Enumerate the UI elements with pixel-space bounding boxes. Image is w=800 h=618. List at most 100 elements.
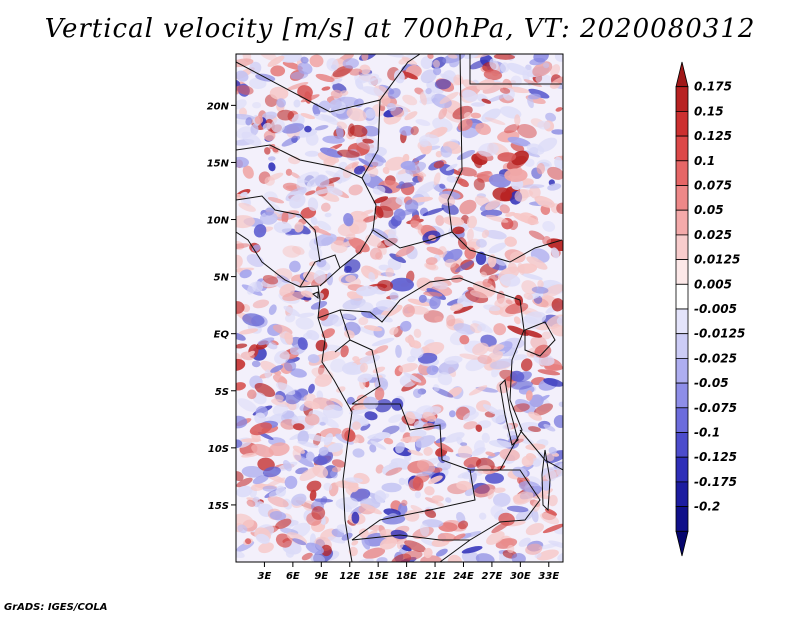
- field-cell: [331, 459, 346, 468]
- field-cell: [534, 195, 555, 208]
- field-cell: [462, 89, 478, 102]
- field-cell: [269, 86, 289, 100]
- field-cell: [321, 86, 331, 91]
- colorbar-swatch: [675, 432, 689, 458]
- field-cell: [437, 126, 446, 137]
- lake-victoria: [524, 321, 556, 357]
- field-cell: [525, 390, 533, 401]
- field-cell: [279, 54, 303, 63]
- field-cell: [365, 349, 379, 356]
- field-cell: [550, 323, 563, 337]
- field-cell: [351, 540, 359, 546]
- field-cell: [444, 355, 463, 365]
- field-cell: [493, 323, 507, 336]
- field-cell: [372, 185, 386, 195]
- field-cell: [349, 68, 363, 76]
- colorbar-label: 0.175: [694, 80, 732, 94]
- field-cell: [320, 202, 331, 212]
- field-cell: [485, 451, 496, 457]
- field-cell: [377, 279, 393, 292]
- field-cell: [548, 494, 558, 507]
- field-cell: [262, 466, 281, 478]
- field-cell: [318, 308, 329, 321]
- field-cell: [489, 58, 499, 71]
- field-cell: [442, 455, 450, 462]
- field-cell: [299, 466, 321, 482]
- field-cell: [346, 107, 367, 122]
- field-cell: [457, 445, 473, 459]
- field-cell: [424, 486, 435, 496]
- field-cell: [252, 474, 269, 485]
- field-cell: [388, 414, 404, 423]
- field-cell: [528, 426, 541, 433]
- field-cell: [245, 117, 253, 126]
- field-cell: [347, 481, 359, 493]
- field-cell: [548, 446, 557, 455]
- field-cell: [365, 108, 376, 119]
- field-cell: [362, 215, 378, 223]
- field-cell: [410, 126, 419, 136]
- field-cell: [236, 156, 249, 168]
- field-cell: [395, 245, 415, 258]
- field-cell: [276, 382, 296, 395]
- field-cell: [252, 299, 270, 309]
- field-cell: [538, 543, 560, 550]
- field-cell: [469, 289, 493, 299]
- field-cell: [471, 102, 486, 107]
- field-cell: [439, 91, 459, 104]
- field-cell: [510, 370, 525, 382]
- colorbar-label: 0.0125: [694, 253, 740, 267]
- field-cell: [321, 114, 340, 126]
- field-cell: [416, 459, 436, 474]
- field-cell: [368, 272, 376, 282]
- field-cell: [461, 473, 472, 480]
- field-cell: [484, 230, 507, 240]
- field-cell: [368, 525, 385, 531]
- field-cell: [236, 70, 249, 82]
- field-cell: [239, 269, 252, 279]
- field-cell: [428, 475, 443, 485]
- field-cell: [389, 253, 407, 264]
- field-cell: [415, 435, 436, 448]
- colorbar-swatch: [675, 234, 689, 260]
- field-cell: [339, 503, 352, 513]
- field-cell: [493, 257, 507, 266]
- field-cell: [466, 228, 474, 242]
- field-cell: [398, 477, 406, 486]
- field-cell: [330, 89, 343, 99]
- border-nigeria: [236, 195, 321, 263]
- field-cell: [464, 246, 477, 260]
- field-cell: [325, 170, 347, 182]
- colorbar-label: -0.1: [694, 426, 720, 440]
- field-cell: [499, 273, 521, 287]
- field-cell: [433, 172, 441, 186]
- field-cell: [480, 271, 487, 278]
- field-cell: [341, 313, 356, 320]
- field-cell: [364, 153, 384, 167]
- border-angola: [351, 403, 476, 541]
- field-cell: [486, 531, 505, 545]
- field-cell: [405, 411, 416, 424]
- field-cell: [345, 233, 356, 240]
- field-cell: [380, 304, 403, 318]
- field-cell: [537, 120, 551, 130]
- field-cell: [306, 433, 326, 442]
- border-zambia: [439, 469, 541, 562]
- field-cell: [318, 446, 329, 456]
- field-cell: [445, 163, 458, 171]
- field-cell: [537, 369, 561, 376]
- field-cell: [238, 202, 256, 212]
- field-cell: [523, 329, 543, 338]
- field-cell: [264, 147, 271, 155]
- field-cell: [345, 362, 359, 374]
- field-cell: [240, 438, 262, 443]
- field-cell: [468, 385, 488, 396]
- field-cell: [289, 260, 301, 273]
- field-cell: [321, 328, 335, 339]
- field-cell: [493, 54, 515, 60]
- field-cell: [236, 254, 243, 268]
- field-cell: [313, 270, 326, 284]
- field-cell: [420, 555, 442, 562]
- field-cell: [473, 156, 483, 169]
- field-cell: [311, 506, 326, 520]
